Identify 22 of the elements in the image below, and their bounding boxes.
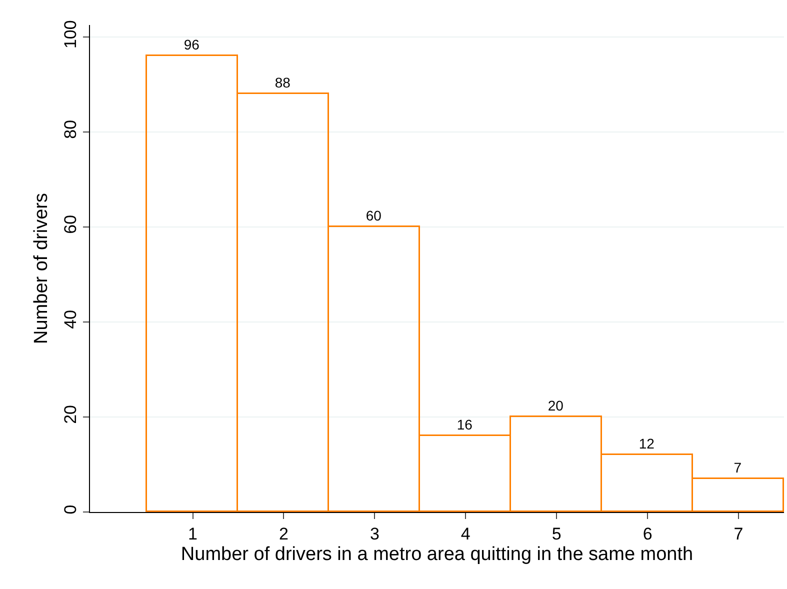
x-tick-label: 7 <box>734 524 744 544</box>
x-axis-title: Number of drivers in a metro area quitting in the same month <box>180 544 694 566</box>
x-tick-label: 3 <box>370 524 380 544</box>
x-tick-label: 5 <box>552 524 562 544</box>
y-tick-label: 60 <box>61 214 80 234</box>
data-label: 88 <box>274 74 291 90</box>
data-label: 16 <box>456 416 473 432</box>
x-tick-label: 1 <box>188 524 198 544</box>
data-label: 20 <box>548 397 564 414</box>
y-tick-label: 0 <box>61 504 80 514</box>
y-tick-label: 20 <box>61 404 80 424</box>
data-label: 96 <box>184 36 200 52</box>
y-tick-label: 40 <box>61 310 80 329</box>
data-label: 7 <box>734 459 742 476</box>
x-tick-label: 6 <box>642 524 652 544</box>
y-tick-label: 100 <box>61 20 80 49</box>
data-label: 12 <box>638 435 655 452</box>
x-tick-label: 4 <box>460 524 470 544</box>
y-axis-title: Number of drivers <box>31 193 52 344</box>
x-tick-label: 2 <box>279 524 288 544</box>
y-tick-label: 80 <box>61 120 80 139</box>
data-label: 60 <box>366 207 382 224</box>
